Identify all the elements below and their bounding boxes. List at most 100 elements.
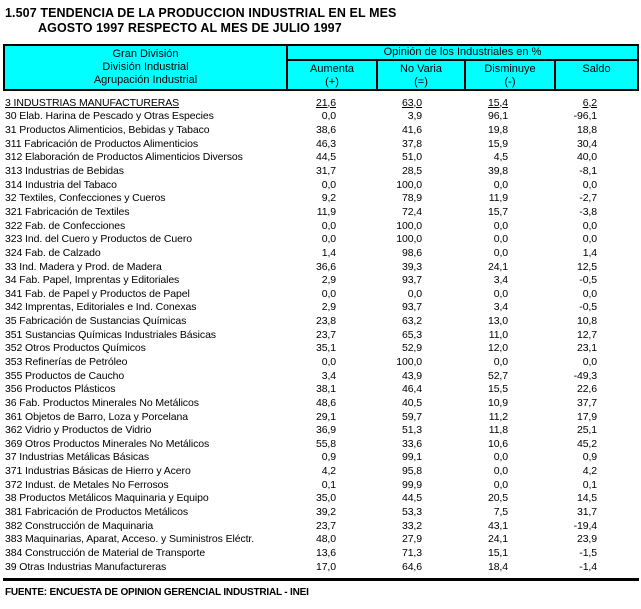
row-value-aumenta: 9,2 bbox=[321, 192, 336, 205]
row-value-aumenta: 48,6 bbox=[315, 396, 336, 409]
header-left-line-2: División Industrial bbox=[102, 61, 189, 73]
row-value-no-varia: 93,7 bbox=[401, 301, 422, 314]
row-value-saldo: 14,5 bbox=[576, 492, 597, 505]
row-value-saldo: 17,9 bbox=[576, 410, 597, 423]
table-row: 30 Elab. Harina de Pescado y Otras Espec… bbox=[3, 110, 639, 124]
row-label: 342 Imprentas, Editoriales e Ind. Conexa… bbox=[5, 301, 197, 314]
row-value-no-varia: 63,2 bbox=[401, 315, 422, 328]
row-value-no-varia: 3,9 bbox=[407, 110, 422, 123]
header-group-title: Opinión de los Industriales en % bbox=[288, 46, 637, 61]
row-value-aumenta: 0,0 bbox=[321, 219, 336, 232]
row-value-disminuye: 43,1 bbox=[487, 519, 508, 532]
row-label: 34 Fab. Papel, Imprentas y Editoriales bbox=[5, 274, 180, 287]
row-value-aumenta: 48,0 bbox=[315, 533, 336, 546]
row-value-saldo: 12,5 bbox=[576, 260, 597, 273]
row-value-aumenta: 0,0 bbox=[321, 355, 336, 368]
row-value-no-varia: 95,8 bbox=[401, 465, 422, 478]
row-value-no-varia: 51,0 bbox=[401, 151, 422, 164]
table-row: 372 Indust. de Metales No Ferrosos 0,1 9… bbox=[3, 478, 639, 492]
row-value-saldo: -49,3 bbox=[573, 369, 598, 382]
row-label: 35 Fabricación de Sustancias Químicas bbox=[5, 315, 187, 328]
row-value-no-varia: 52,9 bbox=[401, 342, 422, 355]
row-value-saldo: 23,9 bbox=[576, 533, 597, 546]
row-value-no-varia: 33,2 bbox=[401, 519, 422, 532]
row-value-saldo: 37,7 bbox=[576, 396, 597, 409]
row-value-aumenta: 38,6 bbox=[315, 124, 336, 137]
row-label: 353 Refinerías de Petróleo bbox=[5, 355, 128, 368]
row-value-aumenta: 13,6 bbox=[315, 546, 336, 559]
row-value-saldo: 0,0 bbox=[582, 287, 597, 300]
row-label: 352 Otros Productos Químicos bbox=[5, 342, 146, 355]
row-value-saldo: 1,4 bbox=[582, 246, 597, 259]
row-value-disminuye: 0,0 bbox=[493, 355, 508, 368]
table-row: 352 Otros Productos Químicos 35,1 52,9 1… bbox=[3, 342, 639, 356]
row-value-saldo: -1,5 bbox=[579, 546, 597, 559]
row-value-disminuye: 15,1 bbox=[487, 546, 508, 559]
row-value-disminuye: 0,0 bbox=[493, 478, 508, 491]
row-value-no-varia: 99,1 bbox=[401, 451, 422, 464]
row-value-no-varia: 33,6 bbox=[401, 437, 422, 450]
table-row: 311 Fabricación de Productos Alimenticio… bbox=[3, 137, 639, 151]
row-value-no-varia: 51,3 bbox=[401, 424, 422, 437]
row-value-aumenta: 31,7 bbox=[315, 165, 336, 178]
row-label: 323 Ind. del Cuero y Productos de Cuero bbox=[5, 233, 192, 246]
table-row: 382 Construcción de Maquinaria 23,7 33,2… bbox=[3, 519, 639, 533]
table-row: 355 Productos de Caucho 3,4 43,9 52,7 -4… bbox=[3, 369, 639, 383]
table-row: 341 Fab. de Papel y Productos de Papel 0… bbox=[3, 287, 639, 301]
table-row: 312 Elaboración de Productos Alimenticio… bbox=[3, 151, 639, 165]
row-value-no-varia: 39,3 bbox=[401, 260, 422, 273]
row-label: 311 Fabricación de Productos Alimenticio… bbox=[5, 137, 198, 150]
row-value-disminuye: 13,0 bbox=[487, 315, 508, 328]
row-value-no-varia: 59,7 bbox=[401, 410, 422, 423]
row-label: 39 Otras Industrias Manufactureras bbox=[5, 560, 167, 573]
table-row: 383 Maquinarias, Aparat, Acceso. y Sumin… bbox=[3, 533, 639, 547]
row-value-aumenta: 35,0 bbox=[315, 492, 336, 505]
row-value-disminuye: 4,5 bbox=[493, 151, 508, 164]
row-value-saldo: 12,7 bbox=[576, 328, 597, 341]
table-row: 321 Fabricación de Textiles 11,9 72,4 15… bbox=[3, 205, 639, 219]
row-value-saldo: -96,1 bbox=[573, 110, 598, 123]
table-row: 342 Imprentas, Editoriales e Ind. Conexa… bbox=[3, 301, 639, 315]
header-left-cell: Gran División División Industrial Agrupa… bbox=[5, 46, 288, 89]
row-value-no-varia: 63,0 bbox=[401, 96, 422, 109]
row-label: 351 Sustancias Químicas Industriales Bás… bbox=[5, 328, 216, 341]
row-value-saldo: 4,2 bbox=[582, 465, 597, 478]
row-value-no-varia: 100,0 bbox=[396, 178, 422, 191]
row-label: 355 Productos de Caucho bbox=[5, 369, 125, 382]
row-value-aumenta: 21,6 bbox=[315, 96, 336, 109]
row-label: 369 Otros Productos Minerales No Metálic… bbox=[5, 437, 210, 450]
row-value-no-varia: 44,5 bbox=[401, 492, 422, 505]
row-value-aumenta: 23,8 bbox=[315, 315, 336, 328]
row-value-disminuye: 12,0 bbox=[487, 342, 508, 355]
row-value-disminuye: 0,0 bbox=[493, 233, 508, 246]
row-value-aumenta: 23,7 bbox=[315, 328, 336, 341]
row-value-no-varia: 78,9 bbox=[401, 192, 422, 205]
table-row: 31 Productos Alimenticios, Bebidas y Tab… bbox=[3, 123, 639, 137]
page-title: 1.507 TENDENCIA DE LA PRODUCCION INDUSTR… bbox=[0, 0, 641, 36]
row-value-aumenta: 29,1 bbox=[315, 410, 336, 423]
row-label: 372 Indust. de Metales No Ferrosos bbox=[5, 478, 169, 491]
table-body: 3 INDUSTRIAS MANUFACTURERAS 21,6 63,0 15… bbox=[3, 96, 639, 573]
row-value-disminuye: 11,0 bbox=[488, 328, 508, 341]
header-subcolumns: Aumenta (+) No Varia (=) Disminuye (-) S… bbox=[288, 61, 637, 89]
row-label: 383 Maquinarias, Aparat, Acceso. y Sumin… bbox=[5, 533, 255, 546]
row-label: 3 INDUSTRIAS MANUFACTURERAS bbox=[5, 96, 180, 109]
row-value-disminuye: 7,5 bbox=[493, 506, 508, 519]
row-label: 382 Construcción de Maquinaria bbox=[5, 519, 154, 532]
row-value-disminuye: 11,9 bbox=[488, 192, 508, 205]
row-value-saldo: 25,1 bbox=[576, 424, 597, 437]
table-row: 324 Fab. de Calzado 1,4 98,6 0,0 1,4 bbox=[3, 246, 639, 260]
row-value-saldo: 0,1 bbox=[582, 478, 597, 491]
row-value-saldo: 10,8 bbox=[576, 315, 597, 328]
bottom-rule bbox=[3, 578, 639, 582]
row-value-disminuye: 15,5 bbox=[487, 383, 508, 396]
title-line-2: AGOSTO 1997 RESPECTO AL MES DE JULIO 199… bbox=[38, 21, 342, 35]
table-row: 351 Sustancias Químicas Industriales Bás… bbox=[3, 328, 639, 342]
row-value-disminuye: 11,8 bbox=[488, 424, 508, 437]
row-value-saldo: 0,0 bbox=[582, 355, 597, 368]
row-label: 33 Ind. Madera y Prod. de Madera bbox=[5, 260, 162, 273]
table-row: 362 Vidrio y Productos de Vidrio 36,9 51… bbox=[3, 423, 639, 437]
row-value-saldo: 0,0 bbox=[582, 219, 597, 232]
table-row: 384 Construcción de Material de Transpor… bbox=[3, 546, 639, 560]
row-label: 30 Elab. Harina de Pescado y Otras Espec… bbox=[5, 110, 214, 123]
